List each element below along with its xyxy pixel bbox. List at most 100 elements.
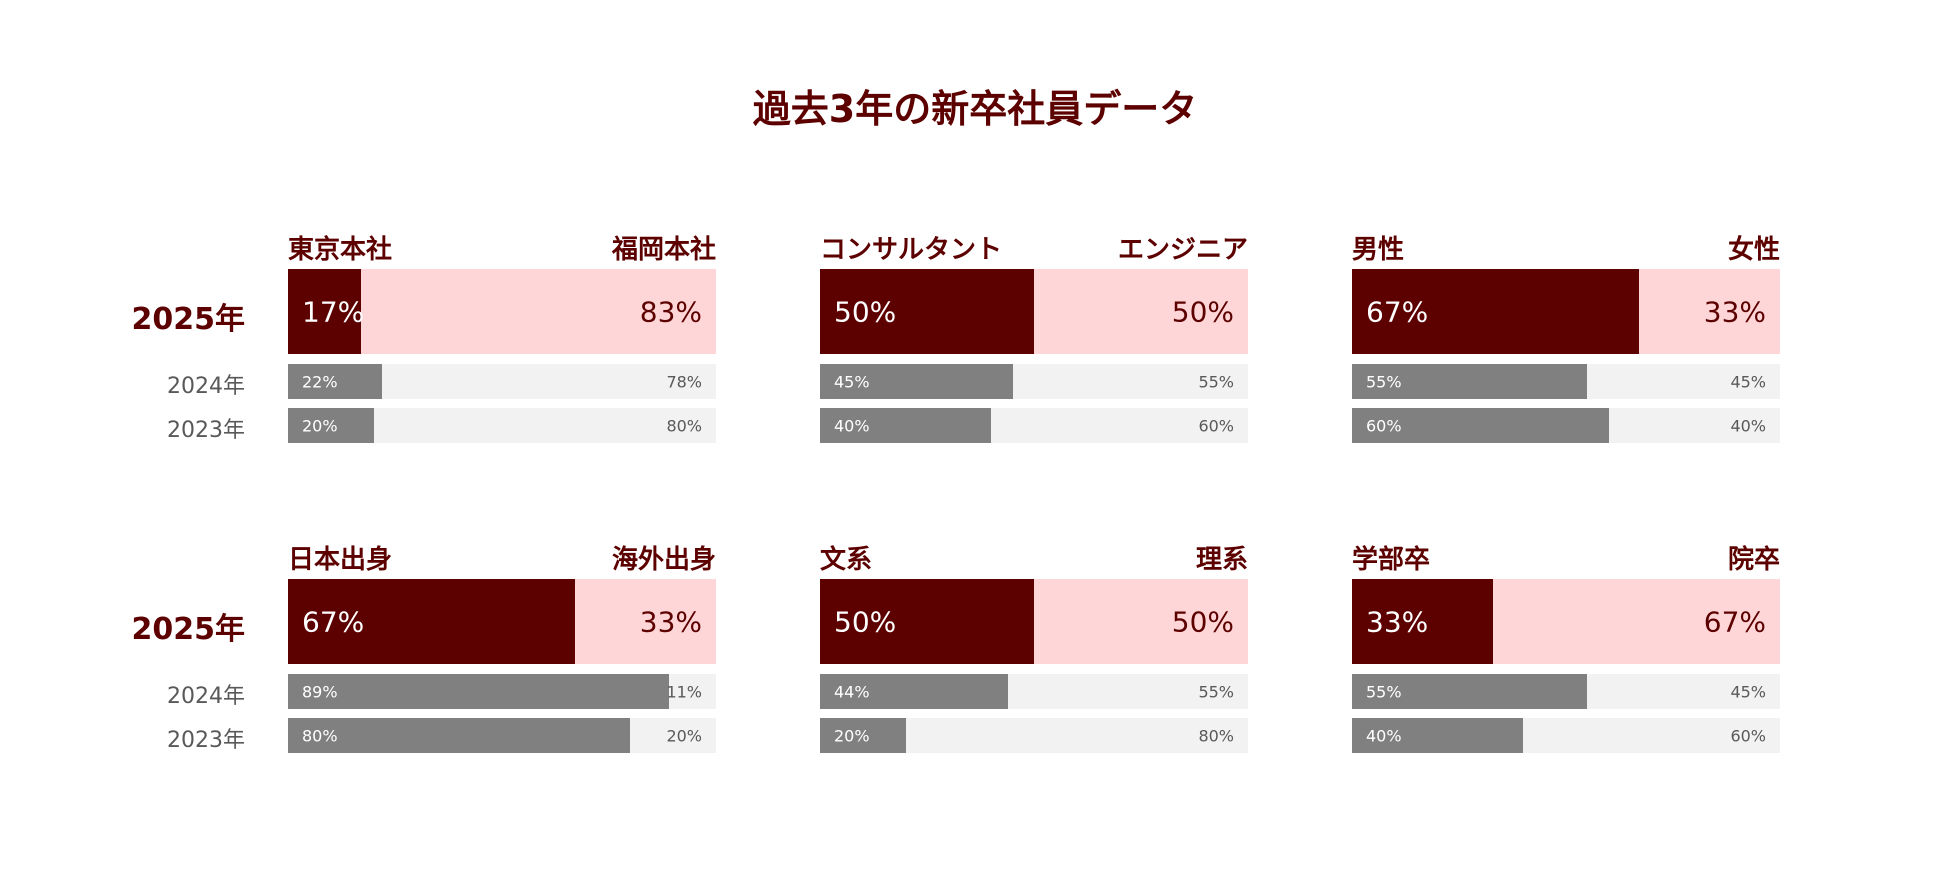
- bar-2024-right-value: 45%: [1730, 372, 1766, 391]
- right-category-label: 女性: [1727, 235, 1780, 265]
- right-category-label: 海外出身: [611, 545, 716, 575]
- bar-2024-left-segment: [820, 364, 1013, 399]
- bar-2024-left-segment: [820, 674, 1009, 709]
- bar-2023-right-value: 40%: [1730, 416, 1766, 435]
- bar-2024-right-value: 55%: [1198, 682, 1234, 701]
- bar-2023-left-value: 80%: [302, 726, 338, 745]
- chart-panel-1: 東京本社 福岡本社 17% 83% 22% 78% 20% 80%: [288, 229, 716, 443]
- row2-year-2023: 2023年: [167, 728, 245, 753]
- bar-2023-left-value: 40%: [1366, 726, 1402, 745]
- right-category-label: 福岡本社: [611, 235, 716, 265]
- bar-2023-right-value: 80%: [666, 416, 702, 435]
- bar-2024-left-value: 55%: [1366, 682, 1402, 701]
- bar-2024: 22% 78%: [288, 364, 716, 399]
- bar-2023: 60% 40%: [1352, 408, 1780, 443]
- bar-2025: 50% 50%: [820, 269, 1248, 354]
- bar-2025-left-value: 17%: [302, 295, 365, 328]
- bar-2023-left-segment: [820, 718, 906, 753]
- chart-panel-3: 男性 女性 67% 33% 55% 45% 60% 40%: [1352, 229, 1780, 443]
- bar-2024: 55% 45%: [1352, 674, 1780, 709]
- left-category-label: 日本出身: [288, 545, 393, 575]
- right-category-label: 理系: [1195, 545, 1248, 575]
- bar-2023-right-value: 60%: [1198, 416, 1234, 435]
- chart-panel-4: 日本出身 海外出身 67% 33% 89% 11% 80% 20%: [288, 539, 716, 753]
- row1-year-2024: 2024年: [167, 374, 245, 399]
- bar-2024-left-value: 89%: [302, 682, 338, 701]
- bar-2024: 44% 55%: [820, 674, 1248, 709]
- bar-2025: 50% 50%: [820, 579, 1248, 664]
- bar-2023-left-segment: [820, 408, 992, 443]
- bar-2023-left-value: 20%: [302, 416, 338, 435]
- bar-2024-left-value: 55%: [1366, 372, 1402, 391]
- row1-year-2023: 2023年: [167, 418, 245, 443]
- bar-2025: 67% 33%: [288, 579, 716, 664]
- left-category-label: 東京本社: [288, 235, 393, 265]
- row1-year-2025: 2025年: [131, 302, 246, 337]
- bar-2024-right-value: 78%: [666, 372, 702, 391]
- bar-2025: 17% 83%: [288, 269, 716, 354]
- bar-2024: 45% 55%: [820, 364, 1248, 399]
- right-category-label: 院卒: [1727, 545, 1780, 575]
- bar-2024-left-value: 44%: [834, 682, 870, 701]
- bar-2023-left-segment: [1352, 718, 1524, 753]
- bar-2025-right-value: 50%: [1171, 295, 1234, 328]
- chart-title: 過去3年の新卒社員データ: [752, 87, 1198, 131]
- left-category-label: コンサルタント: [820, 235, 1003, 265]
- bar-2024-left-segment: [288, 674, 669, 709]
- left-category-label: 学部卒: [1352, 545, 1431, 575]
- bar-2023-right-value: 20%: [666, 726, 702, 745]
- bar-2023-left-value: 40%: [834, 416, 870, 435]
- row2-year-2025: 2025年: [131, 612, 246, 647]
- bar-2023: 20% 80%: [288, 408, 716, 443]
- chart-panel-6: 学部卒 院卒 33% 67% 55% 45% 40% 60%: [1352, 539, 1780, 753]
- bar-2023-left-value: 20%: [834, 726, 870, 745]
- panel-labels: 日本出身 海外出身: [288, 539, 716, 579]
- bar-2025-left-value: 33%: [1366, 605, 1429, 638]
- panel-labels: 学部卒 院卒: [1352, 539, 1780, 579]
- chart-panel-2: コンサルタント エンジニア 50% 50% 45% 55% 40% 60%: [820, 229, 1248, 443]
- bar-2024: 55% 45%: [1352, 364, 1780, 399]
- bar-2024-left-value: 22%: [302, 372, 338, 391]
- bar-2023-left-segment: [288, 408, 374, 443]
- bar-2025: 33% 67%: [1352, 579, 1780, 664]
- bar-2025-left-segment: [820, 579, 1034, 664]
- bar-2025-left-segment: [288, 579, 575, 664]
- left-category-label: 文系: [820, 545, 873, 575]
- bar-2024-left-segment: [1352, 364, 1588, 399]
- bar-2023-left-segment: [1352, 408, 1609, 443]
- bar-2025: 67% 33%: [1352, 269, 1780, 354]
- bar-2025-left-value: 50%: [834, 605, 897, 638]
- right-category-label: エンジニア: [1117, 235, 1248, 265]
- bar-2024-left-value: 45%: [834, 372, 870, 391]
- bar-2025-left-segment: [1352, 579, 1494, 664]
- panel-labels: コンサルタント エンジニア: [820, 229, 1248, 269]
- bar-2023-left-segment: [288, 718, 631, 753]
- bar-2025-right-value: 50%: [1171, 605, 1234, 638]
- bar-2025-right-value: 83%: [639, 295, 702, 328]
- bar-2025-left-segment: [288, 269, 361, 354]
- chart-panel-5: 文系 理系 50% 50% 44% 55% 20% 80%: [820, 539, 1248, 753]
- bar-2023: 80% 20%: [288, 718, 716, 753]
- bar-2025-left-value: 67%: [302, 605, 365, 638]
- left-category-label: 男性: [1352, 235, 1405, 265]
- panel-labels: 男性 女性: [1352, 229, 1780, 269]
- bar-2025-right-value: 67%: [1703, 605, 1766, 638]
- panel-labels: 東京本社 福岡本社: [288, 229, 716, 269]
- bar-2024-left-segment: [288, 364, 383, 399]
- panel-labels: 文系 理系: [820, 539, 1248, 579]
- bar-2024-right-value: 55%: [1198, 372, 1234, 391]
- bar-2024-right-value: 45%: [1730, 682, 1766, 701]
- bar-2025-left-segment: [820, 269, 1034, 354]
- bar-2023: 20% 80%: [820, 718, 1248, 753]
- bar-2023-left-value: 60%: [1366, 416, 1402, 435]
- bar-2023: 40% 60%: [820, 408, 1248, 443]
- bar-2024-right-value: 11%: [666, 682, 702, 701]
- bar-2025-right-value: 33%: [1703, 295, 1766, 328]
- bar-2025-right-value: 33%: [639, 605, 702, 638]
- bar-2024: 89% 11%: [288, 674, 716, 709]
- bar-2025-left-value: 50%: [834, 295, 897, 328]
- bar-2025-left-value: 67%: [1366, 295, 1429, 328]
- bar-2025-left-segment: [1352, 269, 1639, 354]
- bar-2024-left-segment: [1352, 674, 1588, 709]
- bar-2023: 40% 60%: [1352, 718, 1780, 753]
